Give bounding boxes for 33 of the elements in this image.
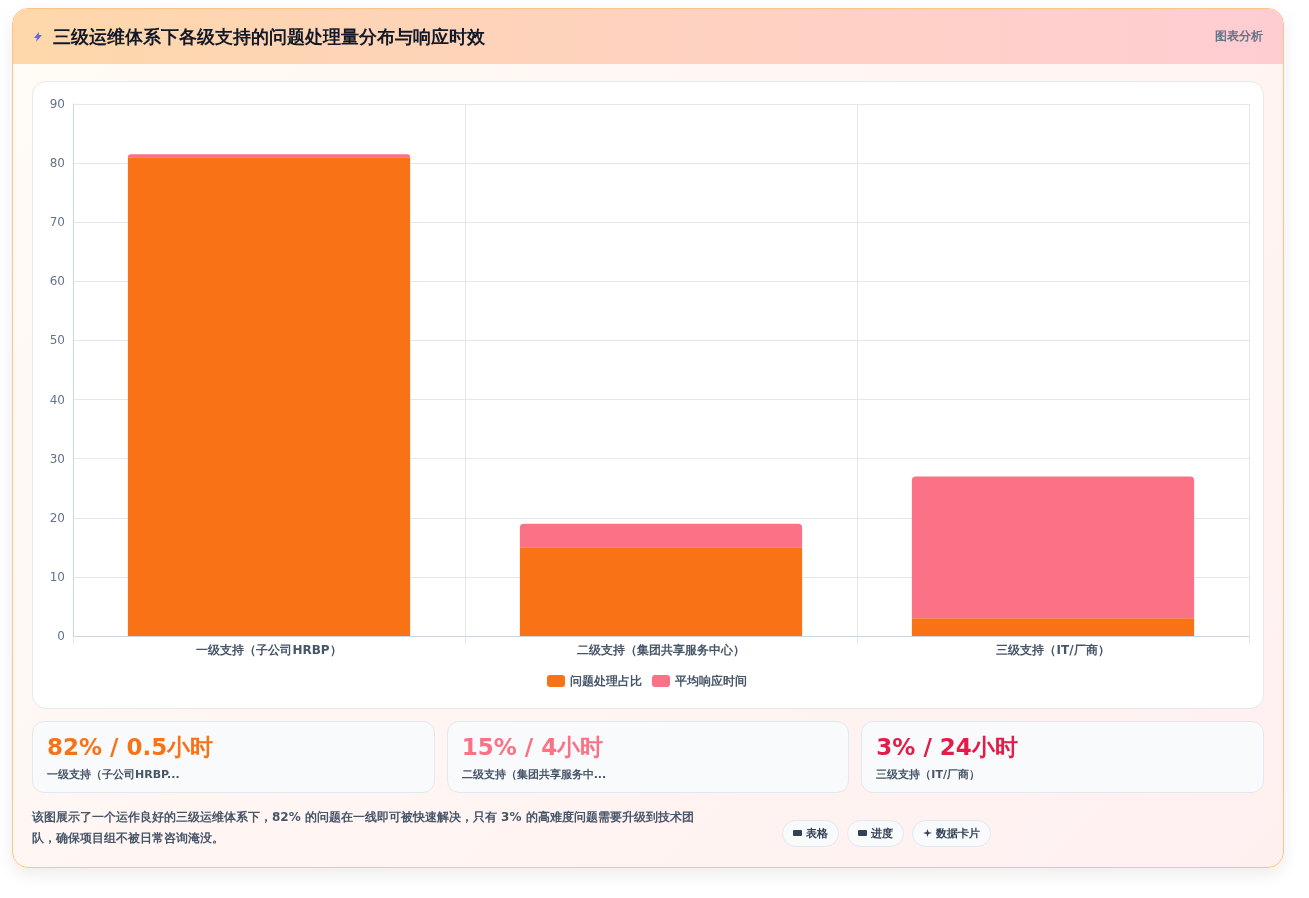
x-tick-label: 二级支持（集团共享服务中心）	[577, 643, 745, 657]
legend-label: 问题处理占比	[570, 674, 642, 688]
text: 82% / 0.5小时	[47, 733, 215, 762]
legend-label: 平均响应时间	[674, 674, 747, 688]
y-tick-label: 50	[49, 333, 65, 348]
y-tick-label: 10	[49, 569, 65, 584]
text: 三级支持（IT/厂商）	[876, 767, 981, 782]
text: 该图展示了一个运作良好的三级运维体系下，82% 的问题在一线即可被快速解决，只有 3% 的高难度问题需要升级到技术团队，确保项目组不被日常咨询淹没。	[32, 809, 695, 847]
y-tick-label: 40	[49, 392, 65, 407]
bar	[911, 476, 1195, 619]
bar	[127, 154, 411, 158]
text: 数据卡片	[936, 825, 980, 841]
x-tick-label: 一级支持（子公司HRBP）	[196, 643, 342, 657]
text: 15% / 4小时	[461, 733, 605, 762]
y-tick-label: 60	[49, 274, 65, 289]
bar	[911, 618, 1195, 636]
y-tick-label: 30	[49, 451, 65, 466]
text: 图表分析	[1215, 28, 1263, 45]
chart-title: 三级运维体系下各级支持的问题处理量分布与响应时效	[53, 24, 485, 49]
bar	[519, 523, 803, 548]
text: 一级支持（子公司HRBP...	[47, 767, 181, 782]
y-tick-label: 80	[49, 156, 65, 171]
text: 进度	[871, 825, 893, 841]
y-tick-label: 20	[49, 510, 65, 525]
x-tick-label: 三级支持（IT/厂商）	[996, 643, 1110, 657]
bar	[519, 547, 803, 636]
y-tick-label: 0	[57, 629, 65, 643]
y-tick-label: 90	[49, 97, 65, 111]
y-tick-label: 70	[49, 215, 65, 230]
text: 二级支持（集团共享服务中...	[461, 767, 608, 782]
text: 3% / 24小时	[876, 733, 1019, 762]
bar	[127, 157, 411, 636]
text: 表格	[806, 825, 828, 841]
